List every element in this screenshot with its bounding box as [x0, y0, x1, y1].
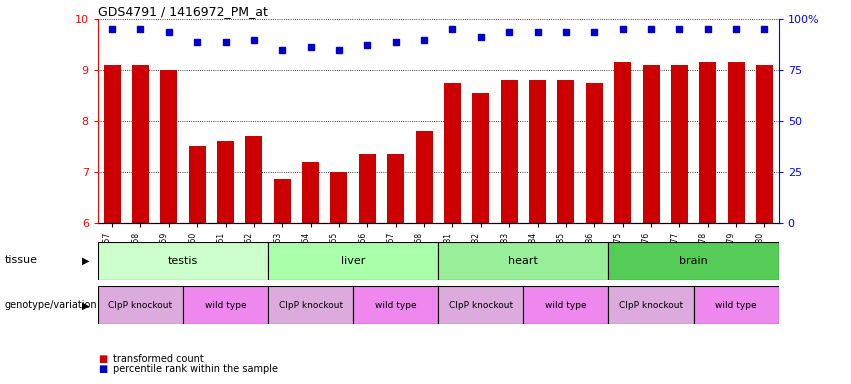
Text: brain: brain [679, 256, 708, 266]
Bar [330, 172, 347, 223]
Bar [472, 93, 489, 223]
Text: ClpP knockout: ClpP knockout [619, 301, 683, 310]
Bar [98, 242, 268, 280]
Bar [132, 65, 149, 223]
Text: ■: ■ [98, 354, 107, 364]
Bar [614, 63, 631, 223]
Text: heart: heart [508, 256, 539, 266]
Bar [585, 83, 603, 223]
Bar [523, 286, 608, 324]
Text: percentile rank within the sample: percentile rank within the sample [113, 364, 278, 374]
Bar [415, 131, 432, 223]
Bar [671, 65, 688, 223]
Text: ■: ■ [98, 364, 107, 374]
Text: ▶: ▶ [82, 255, 89, 265]
Text: ClpP knockout: ClpP knockout [108, 301, 173, 310]
Text: ClpP knockout: ClpP knockout [278, 301, 343, 310]
Bar [302, 162, 319, 223]
Bar [438, 286, 523, 324]
Text: wild type: wild type [205, 301, 246, 310]
Text: ClpP knockout: ClpP knockout [448, 301, 513, 310]
Text: tissue: tissue [4, 255, 37, 265]
Bar [700, 63, 717, 223]
Bar [438, 242, 608, 280]
Text: genotype/variation: genotype/variation [4, 300, 97, 310]
Bar [728, 63, 745, 223]
Text: liver: liver [341, 256, 365, 266]
Text: wild type: wild type [375, 301, 416, 310]
Bar [274, 179, 291, 223]
Bar [444, 83, 461, 223]
Bar [189, 146, 206, 223]
Bar [500, 80, 517, 223]
Bar [268, 242, 438, 280]
Text: wild type: wild type [716, 301, 757, 310]
Text: testis: testis [168, 256, 198, 266]
Bar [557, 80, 574, 223]
Text: transformed count: transformed count [113, 354, 204, 364]
Bar [183, 286, 268, 324]
Bar [245, 136, 262, 223]
Bar [529, 80, 546, 223]
Bar [387, 154, 404, 223]
Text: wild type: wild type [545, 301, 586, 310]
Bar [359, 154, 376, 223]
Bar [694, 286, 779, 324]
Text: ▶: ▶ [82, 300, 89, 310]
Text: GDS4791 / 1416972_PM_at: GDS4791 / 1416972_PM_at [98, 5, 268, 18]
Bar [160, 70, 177, 223]
Bar [756, 65, 773, 223]
Bar [104, 65, 121, 223]
Bar [608, 286, 694, 324]
Bar [643, 65, 660, 223]
Bar [217, 141, 234, 223]
Bar [268, 286, 353, 324]
Bar [353, 286, 438, 324]
Bar [98, 286, 183, 324]
Bar [608, 242, 779, 280]
